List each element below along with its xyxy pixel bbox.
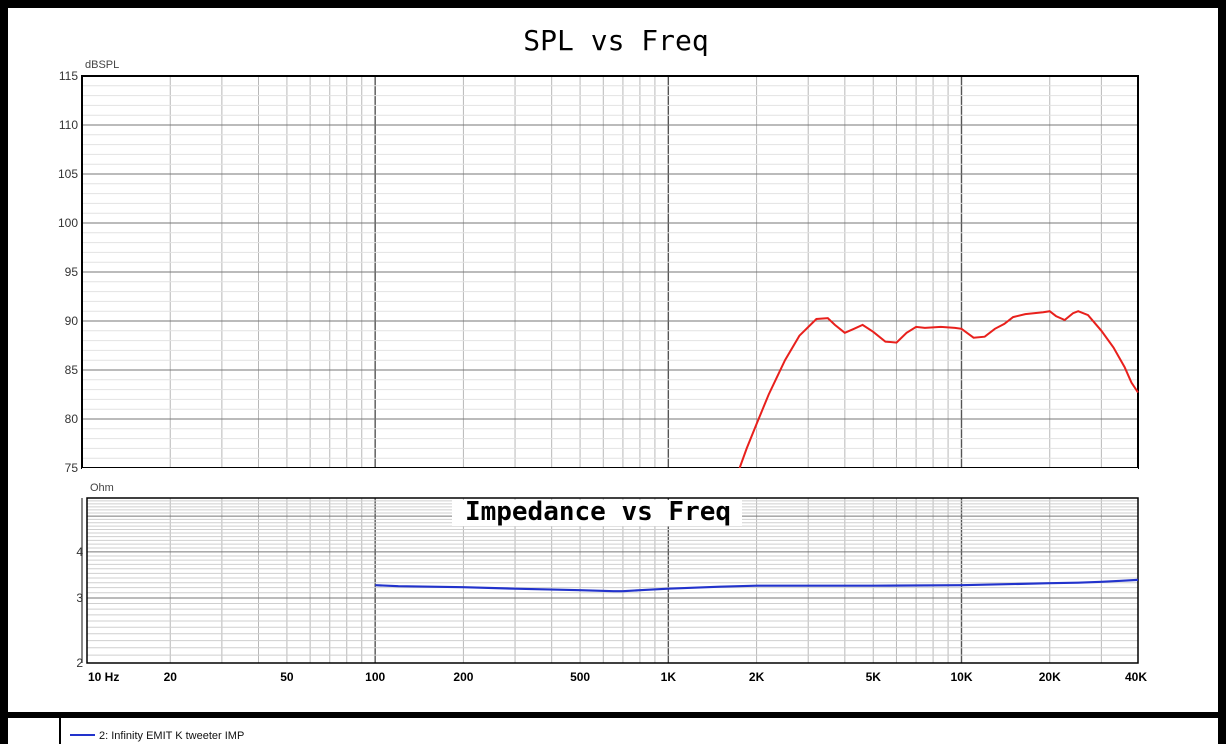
impedance-y-tick-label: 4	[76, 545, 83, 559]
x-axis-ticks: 10 Hz 20 50 100 200 500 1K 2K 5K 10K 20K 40K	[88, 670, 1147, 684]
x-tick-label: 200	[453, 670, 473, 684]
spl-series	[738, 310, 1139, 469]
impedance-title-bg	[452, 500, 742, 526]
x-tick-label: 5K	[866, 670, 882, 684]
x-tick-label: 500	[570, 670, 590, 684]
impedance-series	[375, 578, 1139, 593]
spl-title: SPL vs Freq	[523, 24, 708, 57]
impedance-y-axis-label: Ohm	[90, 482, 114, 494]
spl-y-tick-label: 95	[65, 265, 79, 279]
x-tick-label: 1K	[661, 670, 677, 684]
spl-y-tick-label: 105	[58, 167, 78, 181]
spl-y-tick-label: 90	[65, 314, 79, 328]
spl-series-line	[738, 310, 1139, 469]
spl-y-tick-label: 80	[65, 412, 79, 426]
spl-y-ticks: 115 110 105 100 95 90 85 80 75	[58, 69, 78, 475]
x-tick-label: 10K	[950, 670, 972, 684]
x-tick-label: 50	[280, 670, 294, 684]
impedance-title: Impedance vs Freq	[465, 497, 731, 527]
impedance-series-line	[375, 578, 1139, 593]
x-tick-label: 40K	[1125, 670, 1147, 684]
x-tick-label: 100	[365, 670, 385, 684]
impedance-header-band	[82, 468, 1138, 498]
spl-grid	[81, 75, 1139, 469]
legend-entry-impedance: 2: Infinity EMIT K tweeter IMP	[99, 730, 244, 742]
x-tick-label: 20	[164, 670, 178, 684]
spl-y-tick-label: 85	[65, 363, 79, 377]
legend-panel	[8, 718, 1218, 744]
spl-y-tick-label: 75	[65, 461, 79, 475]
x-tick-label: 10 Hz	[88, 670, 119, 684]
spl-y-axis-label: dBSPL	[85, 59, 119, 71]
impedance-y-ticks: 4 3 2	[76, 545, 83, 670]
impedance-y-tick-label: 3	[76, 591, 83, 605]
impedance-y-tick-label: 2	[76, 656, 83, 670]
spl-y-tick-label: 115	[59, 69, 78, 83]
spl-y-tick-label: 110	[59, 118, 78, 132]
x-tick-label: 20K	[1039, 670, 1061, 684]
spl-y-tick-label: 100	[58, 216, 78, 230]
x-tick-label: 2K	[749, 670, 765, 684]
